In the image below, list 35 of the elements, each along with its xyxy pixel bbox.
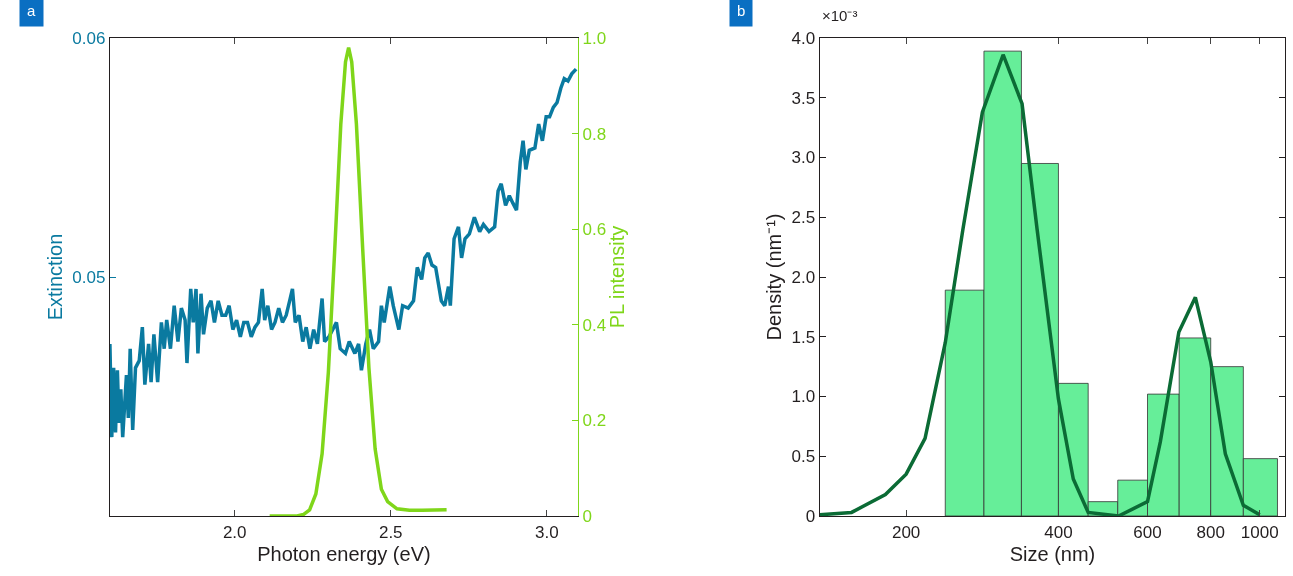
y2-axis-title: PL intensity bbox=[606, 225, 629, 329]
y2-tick-label: 0.6 bbox=[582, 220, 607, 240]
y2-tick-label: 1.0 bbox=[582, 28, 607, 48]
y2-tick-label: 0.8 bbox=[582, 124, 607, 144]
y-tick-label: 1.0 bbox=[791, 387, 816, 407]
x-tick-label: 2.5 bbox=[378, 522, 403, 542]
line-series bbox=[109, 67, 578, 439]
y-tick-label: 0 bbox=[805, 506, 816, 526]
x-tick-label: 2.0 bbox=[222, 522, 247, 542]
y2-tick-label: 0.4 bbox=[582, 315, 607, 335]
y-tick-label: 2.0 bbox=[791, 267, 816, 287]
y-tick-label: 4.0 bbox=[791, 28, 816, 48]
y-tick-label: 1.5 bbox=[791, 327, 816, 347]
y-tick-label: 2.5 bbox=[791, 208, 816, 228]
x-axis-title: Size (nm) bbox=[1009, 543, 1096, 565]
chart-title: a bbox=[27, 2, 36, 19]
y-tick-label: 3.5 bbox=[791, 88, 816, 108]
x-tick-label: 400 bbox=[1044, 522, 1073, 542]
chart-title: b bbox=[737, 2, 746, 19]
text: ×10⁻³ bbox=[822, 7, 858, 24]
y-tick-label: 3.0 bbox=[791, 148, 816, 168]
line-series bbox=[267, 45, 449, 516]
y-tick-label: 0.06 bbox=[72, 28, 106, 48]
y-axis-title: Extinction bbox=[43, 233, 66, 321]
y-axis-title: Density (nm⁻¹) bbox=[763, 213, 786, 341]
x-tick-label: 200 bbox=[891, 522, 921, 542]
x-tick-label: 1000 bbox=[1240, 522, 1279, 542]
x-tick-label: 800 bbox=[1196, 522, 1225, 542]
x-tick-label: 600 bbox=[1133, 522, 1162, 542]
y-tick-label: 0.5 bbox=[791, 447, 816, 467]
y-tick-label: 0.05 bbox=[72, 267, 106, 287]
x-tick-label: 3.0 bbox=[534, 522, 559, 542]
y2-tick-label: 0.2 bbox=[582, 411, 607, 431]
y2-tick-label: 0 bbox=[582, 506, 592, 526]
x-axis-title: Photon energy (eV) bbox=[257, 543, 431, 565]
